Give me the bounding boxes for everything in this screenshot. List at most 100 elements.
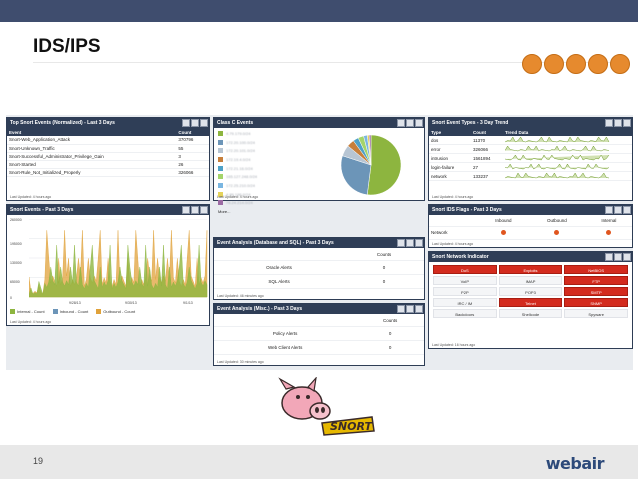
indicator-cell[interactable]: POP3 xyxy=(498,287,563,296)
column-header[interactable]: Counts xyxy=(344,250,424,261)
table-row[interactable]: dos 11370 xyxy=(429,136,632,145)
print-icon[interactable] xyxy=(605,206,613,214)
class-c-item[interactable]: 4.89.196.0/24 xyxy=(214,190,314,199)
indicator-cell[interactable]: FTP xyxy=(564,276,628,285)
expand-icon[interactable] xyxy=(406,239,414,247)
class-c-item[interactable]: 172.20.100.0/24 xyxy=(214,138,314,147)
column-header[interactable]: Internal xyxy=(585,215,632,227)
print-icon[interactable] xyxy=(397,305,405,313)
pie-slice[interactable] xyxy=(340,155,372,196)
panel-header: Snort Events - Past 3 Days xyxy=(7,205,209,215)
legend-item[interactable]: Internal - Count xyxy=(10,309,45,314)
expand-icon[interactable] xyxy=(614,206,622,214)
panel-header: Event Analysis (Database and SQL) - Past… xyxy=(214,238,424,248)
sparkline xyxy=(504,136,610,143)
table-row[interactable]: Snort-Started 26 xyxy=(7,160,209,169)
legend-item[interactable]: Inbound - Count xyxy=(52,309,88,314)
print-icon[interactable] xyxy=(397,119,405,127)
expand-icon[interactable] xyxy=(614,119,622,127)
table-row[interactable]: Snort-Successful_Administrator_Privilege… xyxy=(7,152,209,161)
expand-icon[interactable] xyxy=(406,119,414,127)
indicator-cell[interactable]: SMTP xyxy=(564,287,628,296)
table-row[interactable]: error 326066 xyxy=(429,144,632,154)
legend-item[interactable]: Outbound - Count xyxy=(96,309,135,314)
class-c-item[interactable]: 172.20.101.0/24 xyxy=(214,146,314,155)
class-c-item[interactable]: 165.127.248.0/24 xyxy=(214,172,314,181)
menu-icon[interactable] xyxy=(200,206,208,214)
expand-icon[interactable] xyxy=(406,305,414,313)
indicator-cell[interactable]: IRC / IM xyxy=(433,298,497,307)
flag-dot[interactable] xyxy=(606,230,612,235)
legend-swatch xyxy=(10,309,15,314)
menu-icon[interactable] xyxy=(415,305,423,313)
event-count: 3 xyxy=(176,152,209,161)
table-cell xyxy=(214,250,345,261)
column-header[interactable]: Count xyxy=(471,128,503,136)
indicator-cell[interactable]: Shellcode xyxy=(498,309,563,318)
indicator-cell[interactable]: IMAP xyxy=(498,276,563,285)
indicator-cell[interactable]: DoS xyxy=(433,265,497,274)
column-header[interactable]: Trend Data xyxy=(503,128,632,136)
ids-flags-panel: Snort IDS Flags - Past 3 Days Inbound Out… xyxy=(428,204,633,248)
grid-icon xyxy=(610,54,630,74)
panel-header: Event Analysis (Misc.) - Past 3 Days xyxy=(214,304,424,314)
column-header[interactable]: Count xyxy=(176,128,209,136)
row-value: 0 xyxy=(344,260,424,275)
table-row[interactable]: network 133237 xyxy=(429,171,632,181)
flag-dot[interactable] xyxy=(500,230,506,235)
pie-slice[interactable] xyxy=(366,134,402,196)
expand-icon[interactable] xyxy=(191,206,199,214)
print-icon[interactable] xyxy=(182,119,190,127)
column-header[interactable]: Outbound xyxy=(528,215,586,227)
print-icon[interactable] xyxy=(182,206,190,214)
column-header[interactable]: Counts xyxy=(356,316,424,327)
menu-icon[interactable] xyxy=(200,119,208,127)
column-header[interactable]: Inbound xyxy=(478,215,529,227)
expand-icon[interactable] xyxy=(191,119,199,127)
menu-icon[interactable] xyxy=(415,239,423,247)
event-name: Snort-Successful_Administrator_Privilege… xyxy=(7,152,177,161)
print-icon[interactable] xyxy=(397,239,405,247)
table-row[interactable]: Snort-Web_Application_Attack 370796 xyxy=(7,136,209,145)
class-c-legend: 4.79.179.0/24 172.20.100.0/24 172.20.101.0… xyxy=(214,129,314,216)
last-updated: Last Updated: 46 minutes ago xyxy=(217,294,264,298)
snort-events-chart xyxy=(29,219,208,298)
panel-header: Snort Network Indicator xyxy=(429,252,632,262)
table-row[interactable]: login-failure 27 xyxy=(429,162,632,172)
class-c-item[interactable]: 172.25.210.0/24 xyxy=(214,181,314,190)
column-header[interactable]: Type xyxy=(429,128,471,136)
class-c-item[interactable]: 4.79.179.0/24 xyxy=(214,129,314,138)
menu-icon[interactable] xyxy=(415,119,423,127)
chart-legend: Internal - Count Inbound - Count Outboun… xyxy=(10,309,135,314)
indicator-cell[interactable]: Backdoors xyxy=(433,309,497,318)
class-c-item[interactable]: 78.24.214.0/24 xyxy=(214,199,314,208)
class-c-item[interactable]: 172.19.4.0/24 xyxy=(214,155,314,164)
table-row[interactable]: Snort-Unknown_Traffic 55 xyxy=(7,144,209,153)
indicator-cell[interactable]: NetBIOS xyxy=(564,265,628,274)
flag-dot[interactable] xyxy=(554,230,560,235)
class-c-item[interactable]: 172.21.16.0/24 xyxy=(214,164,314,173)
table-row[interactable]: intrusion 1561894 xyxy=(429,153,632,163)
panel-header: Class C Events xyxy=(214,118,424,128)
print-icon[interactable] xyxy=(605,119,613,127)
legend-swatch xyxy=(52,309,58,314)
print-icon[interactable] xyxy=(605,253,613,261)
menu-icon[interactable] xyxy=(623,253,631,261)
panel-title: Event Analysis (Misc.) - Past 3 Days xyxy=(217,306,303,312)
indicator-cell[interactable]: Spyware xyxy=(564,309,628,318)
indicator-cell[interactable]: Exploits xyxy=(498,265,563,274)
column-header[interactable]: Event xyxy=(7,128,177,136)
top-events-table: Event Count Snort-Web_Application_Attack 3… xyxy=(7,128,209,177)
pie-slice[interactable] xyxy=(368,134,372,166)
table-row[interactable]: Snort-Rule_Not_Initialized_Properly 32606… xyxy=(7,168,209,177)
menu-icon[interactable] xyxy=(623,119,631,127)
indicator-cell[interactable]: SNMP xyxy=(564,298,628,307)
indicator-cell[interactable]: VoIP xyxy=(433,276,497,285)
row-label: Network xyxy=(429,226,479,240)
type-name: network xyxy=(429,171,471,181)
menu-icon[interactable] xyxy=(623,206,631,214)
indicator-cell[interactable]: P2P xyxy=(433,287,497,296)
expand-icon[interactable] xyxy=(614,253,622,261)
indicator-cell[interactable]: Telnet xyxy=(498,298,563,307)
more-link[interactable]: More... xyxy=(218,209,231,215)
